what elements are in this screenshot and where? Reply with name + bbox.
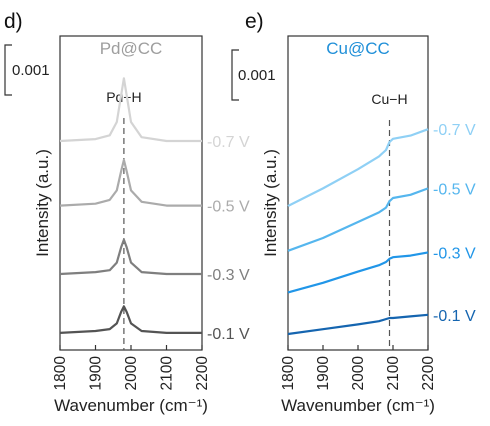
x-tick-label: 1900	[88, 356, 105, 391]
plot-frame	[287, 35, 429, 351]
series-line	[287, 187, 429, 252]
panel-label-e: e)	[245, 10, 264, 33]
series-label: -0.1 V	[207, 326, 250, 343]
x-tick-label: 2200	[420, 356, 437, 391]
x-tick-label: 1900	[315, 356, 332, 391]
series-label: -0.3 V	[207, 267, 250, 284]
series-label: -0.5 V	[207, 199, 250, 216]
y-axis-label: Intensity (a.u.)	[33, 149, 52, 257]
series-line	[59, 77, 202, 143]
x-tick-label: 2100	[385, 356, 402, 391]
x-tick-label: 2000	[350, 356, 367, 391]
scale-bar-label: 0.001	[12, 62, 50, 79]
annotation-label: Pd−H	[106, 89, 141, 105]
x-tick-label: 1800	[52, 356, 69, 391]
scale-bar	[4, 44, 12, 96]
series-line	[59, 305, 202, 334]
series-line	[59, 158, 202, 207]
y-axis-label: Intensity (a.u.)	[261, 149, 280, 257]
panel-label-d: d)	[4, 10, 23, 33]
scale-bar-label: 0.001	[238, 67, 276, 84]
series-label: -0.1 V	[433, 308, 476, 325]
plot-frame	[59, 35, 203, 351]
x-tick-label: 1800	[280, 356, 297, 391]
series-line	[287, 313, 429, 336]
panel-d: Pd@CC 0.001 Intensity (a.u.) 1800 1900 2000 21…	[4, 35, 250, 415]
series-line	[59, 238, 202, 276]
chart-title: Cu@CC	[326, 39, 390, 58]
series-label: -0.7 V	[207, 134, 250, 151]
series-label: -0.7 V	[433, 122, 476, 139]
x-axis-label: Wavenumber (cm⁻¹)	[54, 396, 208, 415]
x-tick-label: 2000	[123, 356, 140, 391]
panel-e: Cu@CC 0.001 Intensity (a.u.) 1800 1900 2000 21…	[231, 35, 476, 415]
scale-bar	[231, 49, 239, 101]
annotation-label: Cu−H	[371, 91, 407, 107]
x-tick-label: 2100	[159, 356, 176, 391]
series-line	[287, 128, 429, 207]
series-line	[287, 251, 429, 294]
series-label: -0.3 V	[433, 245, 476, 262]
chart-title: Pd@CC	[100, 39, 163, 58]
x-axis-label: Wavenumber (cm⁻¹)	[281, 396, 435, 415]
series-label: -0.5 V	[433, 181, 476, 198]
x-tick-label: 2200	[194, 356, 211, 391]
